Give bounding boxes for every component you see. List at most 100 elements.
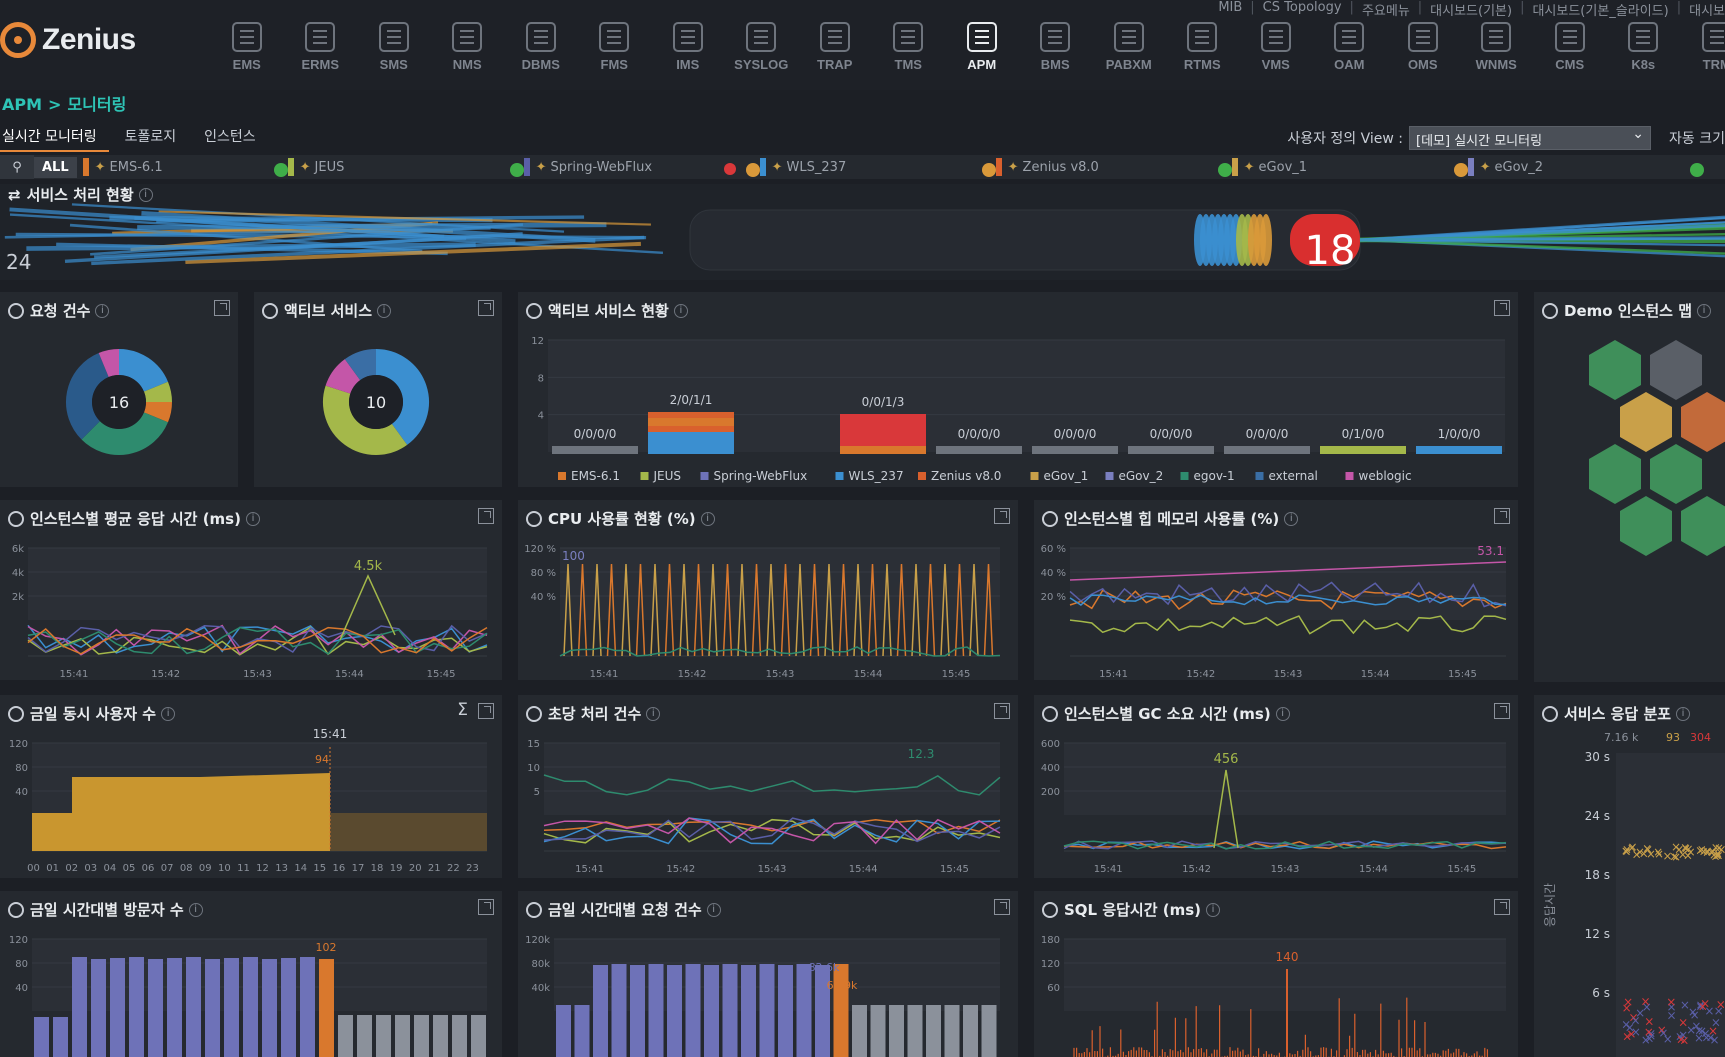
legend-swatch <box>1255 472 1264 480</box>
bar <box>648 964 664 1057</box>
instance-hexagon[interactable] <box>1620 392 1672 452</box>
zenius-logo[interactable]: Zenius <box>0 22 136 58</box>
info-icon[interactable]: i <box>706 902 721 917</box>
info-icon[interactable]: i <box>700 511 715 526</box>
donut-slice <box>375 349 429 445</box>
view-dropdown[interactable]: [데모] 실시간 모니터링 <box>1409 126 1652 150</box>
scatter-point: × <box>1686 1023 1696 1037</box>
module-sms[interactable]: SMS <box>357 22 431 72</box>
flow-left-count: 24 <box>6 250 31 274</box>
module-tms[interactable]: TMS <box>872 22 946 72</box>
trm-icon <box>1701 22 1725 52</box>
instance-color-bar <box>82 158 89 176</box>
toplink-dashboard-slide[interactable]: 대시보드(기본_슬라이드) <box>1532 4 1669 19</box>
module-ems[interactable]: EMS <box>210 22 284 72</box>
instance-hexagon[interactable] <box>1650 444 1702 504</box>
info-icon[interactable]: i <box>673 303 688 318</box>
x-tick-label: 11 <box>237 863 250 874</box>
module-syslog[interactable]: SYSLOG <box>725 22 799 72</box>
module-cms[interactable]: CMS <box>1533 22 1607 72</box>
expand-icon[interactable] <box>1494 508 1510 524</box>
instance-hexagon[interactable] <box>1681 496 1725 556</box>
expand-icon[interactable] <box>214 300 230 316</box>
flow-stream <box>1359 236 1725 242</box>
peak-label: 4.5k <box>354 559 383 574</box>
instance-chip[interactable]: ✦ WLS_237 <box>759 158 996 177</box>
module-pabxm[interactable]: PABXM <box>1092 22 1166 72</box>
tab-realtime[interactable]: 실시간 모니터링 <box>0 126 109 152</box>
tab-instance[interactable]: 인스턴스 <box>204 129 256 145</box>
expand-icon[interactable] <box>994 703 1010 719</box>
instance-hexagon[interactable] <box>1681 392 1725 452</box>
info-icon[interactable]: i <box>161 706 176 721</box>
info-icon[interactable]: i <box>245 511 260 526</box>
sigma-icon[interactable]: Σ <box>457 700 468 720</box>
toplink-dashboard-more[interactable]: 대시보 <box>1689 4 1725 19</box>
info-icon[interactable]: i <box>138 187 153 202</box>
instance-icon: ✦ <box>771 159 783 175</box>
expand-icon[interactable] <box>1494 300 1510 316</box>
toplink-main-menu[interactable]: 주요메뉴 <box>1361 4 1410 19</box>
cursor-time: 15:41 <box>313 727 348 741</box>
breadcrumb-root[interactable]: APM <box>2 95 43 114</box>
summary-a: 93 <box>1666 731 1680 744</box>
info-icon[interactable]: i <box>1275 706 1290 721</box>
expand-icon[interactable] <box>994 899 1010 915</box>
expand-icon[interactable] <box>478 508 494 524</box>
toplink-cs-topology[interactable]: CS Topology <box>1262 0 1342 15</box>
auto-size-toggle[interactable]: 자동 크기 <box>1669 131 1725 147</box>
info-icon[interactable]: i <box>1697 303 1712 318</box>
info-icon[interactable]: i <box>1676 706 1691 721</box>
module-trm[interactable]: TRM <box>1680 22 1725 72</box>
flow-stream <box>91 235 645 266</box>
expand-icon[interactable] <box>478 300 494 316</box>
series-line <box>1063 841 1507 850</box>
instance-hexagon[interactable] <box>1620 496 1672 556</box>
toplink-dashboard[interactable]: 대시보드(기본) <box>1430 4 1513 19</box>
bar <box>593 965 608 1057</box>
tab-topology[interactable]: 토폴로지 <box>124 129 177 145</box>
info-icon[interactable]: i <box>646 706 661 721</box>
module-nms[interactable]: NMS <box>431 22 505 72</box>
info-icon[interactable]: i <box>377 303 392 318</box>
plot-area <box>554 939 1000 1011</box>
instance-chip[interactable]: ✦ EMS-6.1 <box>82 158 288 177</box>
pin-icon[interactable]: ⚲ <box>0 155 34 179</box>
instance-hexagon[interactable] <box>1589 444 1641 504</box>
info-icon[interactable]: i <box>95 303 110 318</box>
instance-chip[interactable]: ✦ eGov_2 <box>1467 158 1704 177</box>
scatter-point: × <box>1678 848 1688 862</box>
instance-chip[interactable]: ✦ Zenius v8.0 <box>995 158 1232 177</box>
instance-hexagon[interactable] <box>1650 340 1702 400</box>
expand-icon[interactable] <box>1494 899 1510 915</box>
instance-hexagon[interactable] <box>1589 340 1641 400</box>
module-fms[interactable]: FMS <box>578 22 652 72</box>
module-oam[interactable]: OAM <box>1313 22 1387 72</box>
expand-icon[interactable] <box>478 703 494 719</box>
instance-chip[interactable]: ✦ eGov_1 <box>1231 158 1468 177</box>
module-trap[interactable]: TRAP <box>798 22 872 72</box>
module-erms[interactable]: ERMS <box>284 22 358 72</box>
info-icon[interactable]: i <box>1206 902 1221 917</box>
module-vms[interactable]: VMS <box>1239 22 1313 72</box>
info-icon[interactable]: i <box>188 902 203 917</box>
module-bms[interactable]: BMS <box>1019 22 1093 72</box>
module-apm[interactable]: APM <box>945 22 1019 72</box>
module-ims[interactable]: IMS <box>651 22 725 72</box>
plot-area <box>1070 548 1506 620</box>
panel-title: 액티브 서비스 현황 i <box>526 300 688 321</box>
module-oms[interactable]: OMS <box>1386 22 1460 72</box>
filter-all-button[interactable]: ALL <box>34 156 77 178</box>
module-k8s[interactable]: K8s <box>1607 22 1681 72</box>
expand-icon[interactable] <box>994 508 1010 524</box>
instance-chip[interactable]: ✦ JEUS <box>287 158 524 177</box>
module-wnms[interactable]: WNMS <box>1460 22 1534 72</box>
expand-icon[interactable] <box>1494 703 1510 719</box>
module-dbms[interactable]: DBMS <box>504 22 578 72</box>
info-icon[interactable]: i <box>1284 511 1299 526</box>
module-rtms[interactable]: RTMS <box>1166 22 1240 72</box>
instance-chip[interactable]: ✦ Spring-WebFlux <box>523 158 760 177</box>
expand-icon[interactable] <box>478 899 494 915</box>
toplink-mib[interactable]: MIB <box>1218 0 1243 15</box>
